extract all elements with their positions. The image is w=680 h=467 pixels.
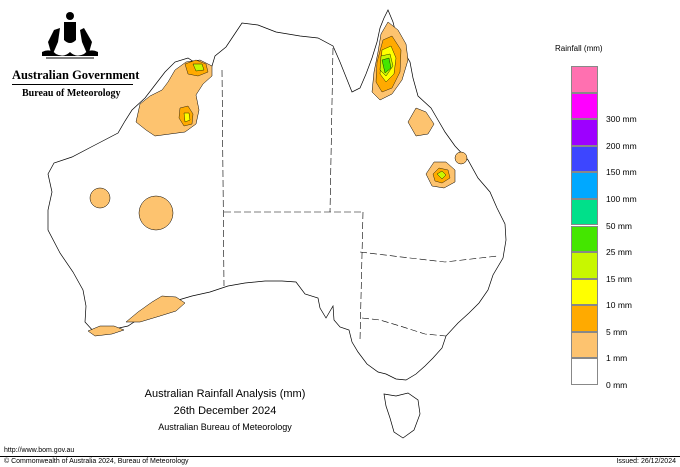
legend-label: 100 mm: [606, 193, 637, 204]
legend-swatch: [571, 305, 598, 332]
legend-label: 1 mm: [606, 353, 628, 364]
legend-label: 300 mm: [606, 114, 637, 125]
footer-issued: Issued: 26/12/2024: [616, 458, 676, 465]
rain-cape-york-25mm: [381, 57, 392, 74]
rain-south-wa: [125, 295, 186, 323]
tasmania: [383, 392, 421, 439]
rain-kimberley-1mm: [135, 59, 213, 137]
legend-swatch: [571, 252, 598, 279]
map-date: 26th December 2024: [173, 405, 277, 417]
legend-swatch: [571, 278, 598, 306]
footer-copyright: © Commonwealth of Australia 2024, Bureau…: [4, 458, 189, 465]
legend-swatch: [571, 66, 598, 93]
legend-swatch: [571, 198, 598, 226]
agency-line1: Australian Government: [12, 68, 140, 82]
rain-kimberley-north-15mm: [192, 63, 205, 72]
legend-title: Rainfall (mm): [555, 44, 603, 53]
rain-sw-coast: [87, 325, 125, 337]
legend-label: 10 mm: [606, 300, 632, 311]
legend-label: 50 mm: [606, 220, 632, 231]
legend-label: 0 mm: [606, 380, 628, 390]
legend-swatch: [571, 331, 598, 359]
footer-divider: [0, 456, 680, 457]
legend-swatch: [571, 358, 598, 385]
legend-label: 150 mm: [606, 167, 637, 178]
legend-swatch: [571, 119, 598, 146]
state-boundaries: [221, 47, 499, 341]
map-source: Australian Bureau of Meteorology: [158, 422, 292, 432]
legend-swatch: [571, 172, 598, 199]
legend-swatch: [571, 92, 598, 120]
rain-qld-coast-2: [454, 151, 468, 165]
australia-mainland: [47, 9, 507, 381]
rain-kimberley-10mm: [183, 112, 191, 123]
legend-label: 25 mm: [606, 247, 632, 258]
rain-qld-coast-1: [407, 107, 435, 137]
logo-divider: [12, 84, 133, 85]
agency-line2: Bureau of Meteorology: [22, 88, 121, 99]
legend-swatch: [571, 145, 598, 173]
legend-label: 15 mm: [606, 273, 632, 284]
rain-qld-inland-15mm: [436, 170, 447, 180]
legend-swatch: [571, 225, 598, 253]
legend-label: 5 mm: [606, 326, 628, 337]
footer-url[interactable]: http://www.bom.gov.au: [4, 447, 75, 454]
rain-wa-spot-2: [138, 195, 174, 231]
legend-label: 200 mm: [606, 140, 637, 151]
coat-of-arms-icon: [42, 12, 98, 59]
map-title: Australian Rainfall Analysis (mm): [144, 388, 306, 400]
rain-wa-spot-1: [89, 187, 111, 209]
